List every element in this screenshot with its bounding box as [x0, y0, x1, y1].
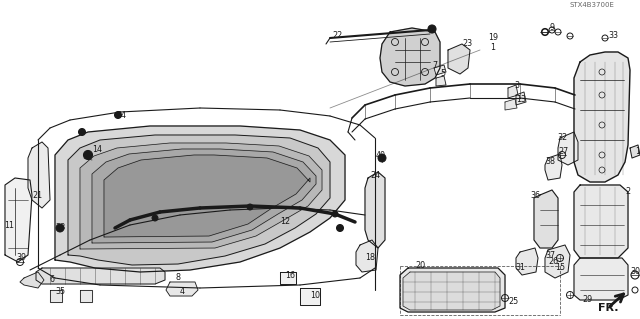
Text: 19: 19	[488, 33, 498, 42]
Circle shape	[83, 151, 93, 160]
Text: 4: 4	[180, 287, 185, 296]
Text: 38: 38	[545, 158, 555, 167]
Polygon shape	[558, 132, 578, 165]
Text: 8: 8	[175, 273, 180, 283]
Text: 29: 29	[582, 295, 592, 305]
Polygon shape	[630, 145, 640, 158]
Polygon shape	[516, 92, 526, 105]
Text: 3: 3	[514, 81, 519, 91]
Text: 37: 37	[545, 251, 555, 261]
Circle shape	[428, 25, 436, 33]
Circle shape	[378, 154, 386, 162]
Text: 2: 2	[625, 188, 630, 197]
Text: 11: 11	[4, 220, 14, 229]
Text: 30: 30	[630, 268, 640, 277]
Polygon shape	[508, 85, 518, 98]
Text: 21: 21	[32, 190, 42, 199]
Text: 26: 26	[548, 257, 558, 266]
Text: 18: 18	[365, 254, 375, 263]
Text: 13: 13	[516, 95, 526, 105]
Text: 40: 40	[376, 151, 386, 160]
Text: 23: 23	[462, 40, 472, 48]
Text: 9: 9	[550, 24, 555, 33]
Polygon shape	[574, 52, 630, 182]
Circle shape	[332, 211, 338, 217]
Text: 1: 1	[490, 43, 495, 53]
Text: 10: 10	[310, 292, 320, 300]
Text: 32: 32	[557, 133, 567, 143]
Text: STX4B3700E: STX4B3700E	[570, 2, 615, 8]
Polygon shape	[80, 290, 92, 302]
Polygon shape	[356, 240, 378, 272]
Polygon shape	[104, 155, 310, 237]
Polygon shape	[300, 288, 320, 305]
Circle shape	[56, 224, 64, 232]
Polygon shape	[92, 149, 316, 243]
Polygon shape	[434, 65, 446, 75]
Text: 31: 31	[515, 263, 525, 272]
Polygon shape	[400, 268, 505, 312]
Polygon shape	[574, 258, 628, 300]
Circle shape	[247, 204, 253, 210]
Polygon shape	[534, 190, 558, 248]
Text: 27: 27	[558, 147, 568, 157]
Text: 35: 35	[55, 287, 65, 296]
Polygon shape	[545, 154, 562, 180]
Circle shape	[337, 225, 344, 232]
Text: 5: 5	[440, 70, 445, 78]
Circle shape	[152, 215, 158, 221]
Polygon shape	[574, 185, 628, 258]
Polygon shape	[280, 272, 296, 284]
Text: 7: 7	[432, 62, 437, 70]
Circle shape	[115, 112, 122, 118]
Polygon shape	[28, 142, 50, 208]
Text: 14: 14	[92, 145, 102, 154]
Text: 15: 15	[555, 263, 565, 272]
Polygon shape	[436, 76, 446, 86]
Text: 33: 33	[608, 31, 618, 40]
Text: 17: 17	[635, 147, 640, 157]
Polygon shape	[545, 245, 570, 278]
Circle shape	[79, 129, 86, 136]
Text: 34: 34	[116, 110, 126, 120]
Polygon shape	[403, 272, 500, 310]
Text: 28: 28	[55, 224, 65, 233]
Polygon shape	[68, 135, 330, 265]
Polygon shape	[55, 126, 345, 272]
Text: 22: 22	[332, 31, 342, 40]
Polygon shape	[80, 143, 322, 249]
Text: 16: 16	[285, 271, 295, 280]
Polygon shape	[380, 28, 440, 86]
Text: 24: 24	[370, 170, 380, 180]
Text: 6: 6	[50, 276, 55, 285]
Polygon shape	[20, 272, 44, 288]
Text: 25: 25	[508, 298, 518, 307]
Polygon shape	[50, 290, 62, 302]
Polygon shape	[166, 282, 198, 296]
Polygon shape	[516, 248, 538, 275]
Text: FR.: FR.	[598, 303, 618, 313]
Polygon shape	[36, 268, 165, 284]
Text: 12: 12	[280, 218, 290, 226]
Text: 20: 20	[415, 261, 425, 270]
Polygon shape	[448, 44, 470, 74]
Text: 36: 36	[530, 190, 540, 199]
Text: 39: 39	[16, 254, 26, 263]
Polygon shape	[5, 178, 32, 262]
Polygon shape	[505, 99, 517, 110]
Polygon shape	[365, 172, 385, 248]
